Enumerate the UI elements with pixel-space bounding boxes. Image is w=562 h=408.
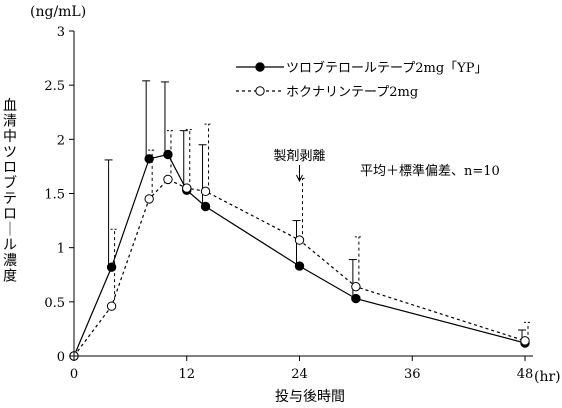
x-tick-label: 48 [517,367,534,382]
y-unit-label: (ng/mL) [30,4,86,20]
y-axis-title-char: ロ [3,207,17,223]
axes-layer [73,31,533,357]
y-axis-title-char: 血 [3,98,17,114]
y-tick-label: 2.5 [44,79,65,94]
x-tick-label: 36 [404,367,421,382]
data-point [520,336,530,346]
annotation-arrow-head [296,174,303,183]
legend-label: ホクナリンテープ2mg [286,85,418,100]
legend-marker [255,86,265,96]
data-point [163,149,173,160]
y-tick-label: 3 [57,25,65,40]
x-axis-title: 投与後時間 [275,389,345,405]
y-axis-title-char: 濃 [3,253,17,269]
y-axis-title-char: ｜ [3,222,17,238]
data-point [106,262,117,272]
x-unit-label: (hr) [534,369,561,385]
y-axis-title-char: ロ [3,160,17,176]
series-line [73,153,526,357]
y-tick-label: 0.5 [44,296,65,311]
data-point [200,186,211,197]
y-axis-title-char: ブ [3,175,17,192]
y-axis-title-char: 度 [3,269,17,285]
y-axis-title-char: ル [3,238,17,254]
legend-marker [255,62,265,72]
data-point [200,201,211,212]
y-tick-label: 2 [57,133,65,148]
data-point [144,194,154,204]
data-point [182,183,192,193]
x-tick-label: 24 [291,367,308,382]
data-point [144,154,154,164]
y-axis-title-char: ツ [3,145,17,161]
data-point [294,261,305,271]
y-axis-title-char: テ [3,191,17,207]
legend: ツロブテロールテープ2mg「YP」ホクナリンテープ2mg [236,60,487,100]
series-layer [69,80,532,361]
y-axis-title-char: 中 [3,129,17,145]
data-point [351,293,361,304]
stats-note: 平均＋標準偏差、n=10 [360,163,500,179]
y-tick-label: 1 [57,242,65,257]
x-tick-label: 12 [178,367,195,382]
legend-label: ツロブテロールテープ2mg「YP」 [286,60,487,76]
data-point [106,301,117,311]
data-point [351,281,361,292]
data-point [294,235,305,245]
y-tick-label: 0 [57,350,65,365]
ticks-layer: 0 0.5 1 1.5 2 2.5 3 0 12 24 36 48 [44,25,533,382]
y-tick-label: 1.5 [44,188,65,203]
annotation-label: 製剤剥離 [273,148,325,164]
x-tick-label: 0 [70,367,78,382]
y-axis-title-char: 清 [3,114,17,130]
data-point [163,174,173,185]
